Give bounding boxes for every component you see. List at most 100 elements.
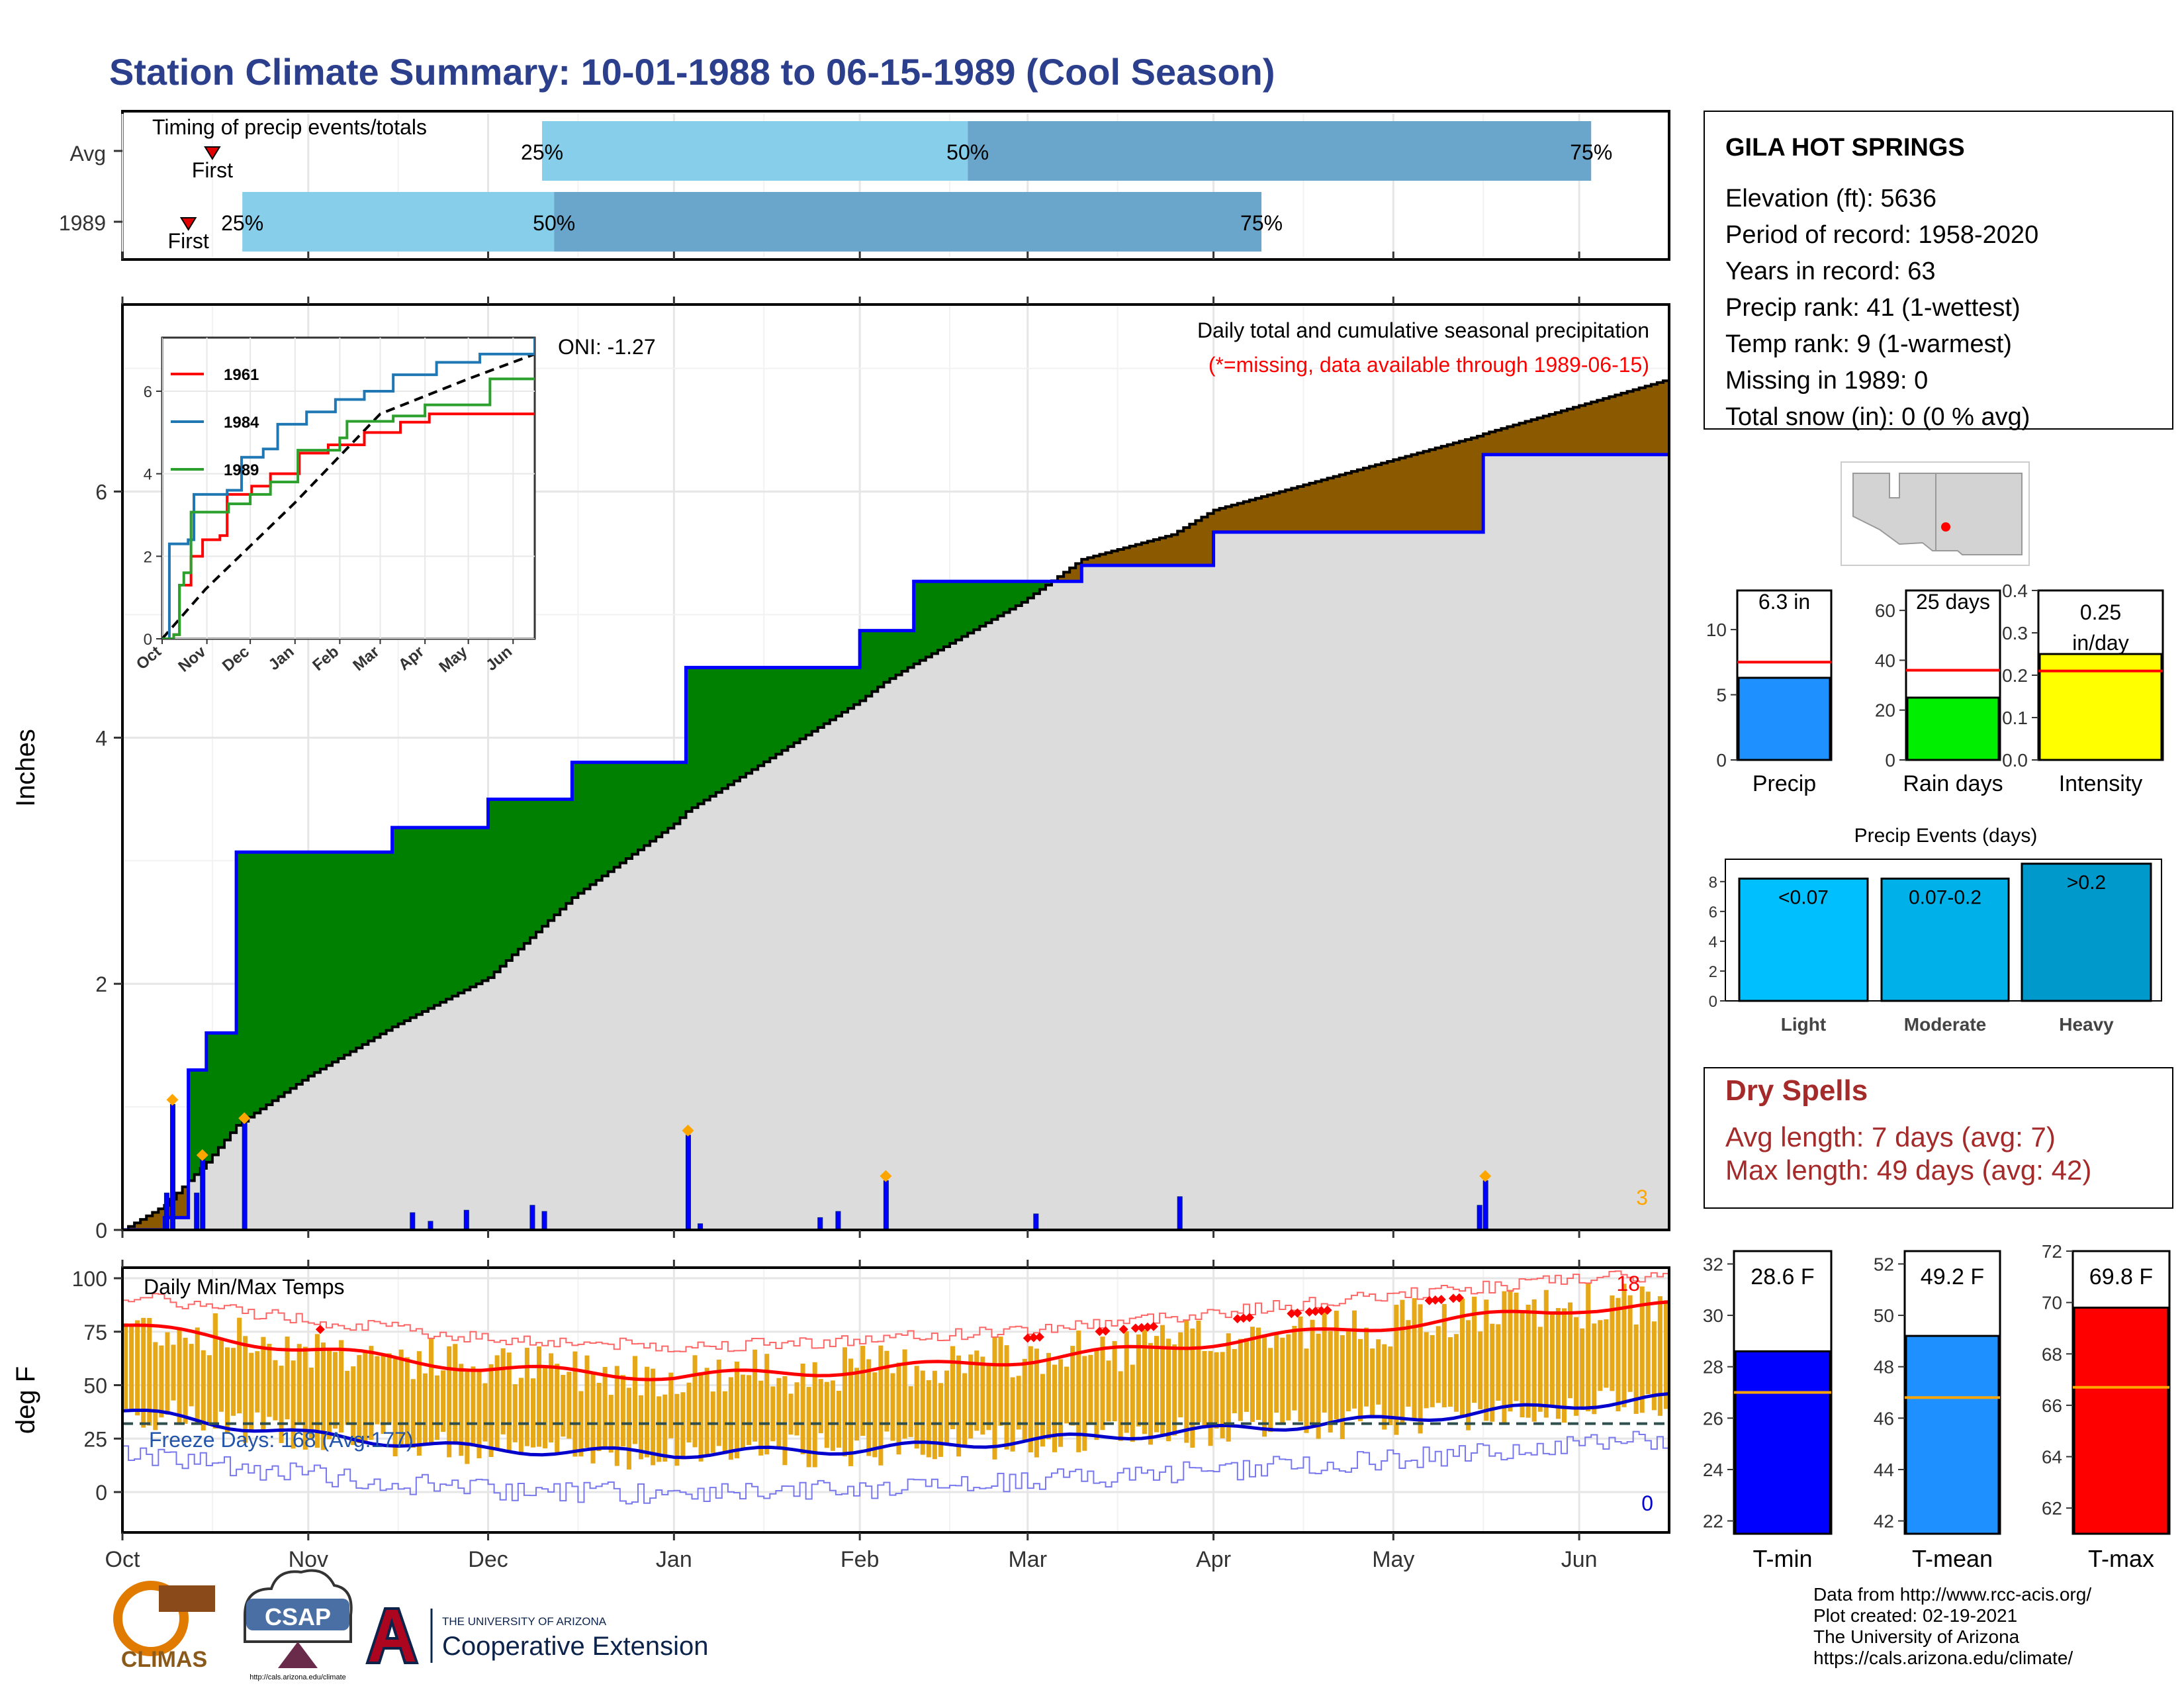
daily-temp-range-bar: [1586, 1283, 1591, 1412]
temp-bar-label: T-max: [2088, 1545, 2154, 1572]
daily-precip-bar: [541, 1211, 547, 1230]
daily-temp-range-bar: [567, 1372, 572, 1439]
daily-temp-range-bar: [1496, 1324, 1501, 1401]
daily-temp-range-bar: [1345, 1328, 1351, 1411]
daily-temp-range-bar: [1376, 1339, 1381, 1405]
daily-precip-bar: [1482, 1180, 1488, 1230]
daily-temp-range-bar: [1364, 1327, 1369, 1407]
daily-temp-range-bar: [632, 1356, 637, 1444]
daily-temp-range-bar: [1094, 1350, 1099, 1440]
precip-y-tick-label: 6: [95, 481, 107, 504]
csap-url: http://cals.arizona.edu/climate: [250, 1673, 346, 1681]
daily-temp-range-bar: [447, 1346, 452, 1458]
footer-line: The University of Arizona: [1813, 1626, 2020, 1647]
daily-temp-range-bar: [1154, 1336, 1160, 1432]
temp-bar-tick-label: 22: [1703, 1511, 1723, 1532]
heavy-event-marker: [880, 1170, 892, 1182]
small-bar-tick-label: 0.1: [2002, 708, 2028, 728]
climas-logo: CLIMAS: [113, 1581, 215, 1672]
daily-precip-bar: [1033, 1213, 1039, 1230]
daily-temp-range-bar: [1645, 1291, 1651, 1395]
daily-temp-range-bar: [159, 1345, 164, 1418]
daily-temp-range-bar: [357, 1355, 362, 1443]
daily-temp-range-bar: [1070, 1346, 1075, 1426]
daily-temp-range-bar: [1388, 1346, 1393, 1425]
daily-temp-range-bar: [902, 1349, 907, 1439]
daily-temp-range-bar: [291, 1360, 296, 1449]
event-bar: [1738, 877, 1869, 1002]
record-high-marker: [1316, 1306, 1326, 1316]
daily-temp-range-bar: [1549, 1313, 1555, 1406]
small-bar-tick-label: 0.4: [2002, 581, 2028, 601]
daily-temp-range-bar: [512, 1384, 518, 1442]
record-high-marker: [1454, 1293, 1464, 1303]
record-high-marker: [1023, 1333, 1032, 1343]
daily-temp-range-bar: [812, 1362, 817, 1468]
daily-temp-range-bar: [1214, 1352, 1219, 1429]
daily-temp-range-bar: [584, 1355, 590, 1448]
daily-temp-range-bar: [1244, 1338, 1249, 1412]
timing-p50-label: 50%: [946, 140, 989, 164]
daily-temp-range-bar: [1262, 1334, 1267, 1437]
missing-note: (*=missing, data available through 1989-…: [1208, 353, 1649, 377]
timing-bar-25-50: [242, 192, 555, 252]
daily-temp-range-bar: [249, 1352, 254, 1431]
daily-temp-range-bar: [1615, 1297, 1621, 1411]
precip-events-chart: Precip Events (days) 0 2 4 6 8 <0.07 Light 0.07…: [1709, 825, 2162, 1035]
daily-temp-range-bar: [1525, 1304, 1531, 1418]
ua-a-mark: [365, 1607, 419, 1664]
temp-value-bar: [2073, 1306, 2169, 1535]
temp-bar-tick-label: 24: [1703, 1460, 1723, 1480]
daily-temp-range-bar: [1514, 1292, 1519, 1401]
inset-y-tick-label: 0: [144, 631, 152, 649]
ua-coop-extension: Cooperative Extension: [442, 1632, 708, 1661]
inset-legend-label: 1984: [224, 414, 259, 432]
daily-temp-range-bar: [620, 1375, 625, 1447]
timing-p25-label: 25%: [221, 211, 263, 235]
daily-temp-range-bar: [747, 1375, 752, 1445]
timing-row-avg-label: Avg: [69, 142, 106, 165]
timing-p75-label: 75%: [1240, 211, 1283, 235]
daily-temp-range-bar: [1370, 1348, 1375, 1419]
daily-temp-range-bar: [884, 1350, 889, 1432]
daily-temp-range-bar: [1166, 1338, 1171, 1442]
small-bar-tick-label: 10: [1706, 620, 1727, 640]
daily-temp-range-bar: [1561, 1308, 1567, 1423]
precip-y-tick-label: 2: [95, 972, 107, 996]
record-high-marker: [1424, 1295, 1434, 1305]
daily-temp-range-bar: [1226, 1333, 1231, 1442]
ua-logo: THE UNIVERSITY OF ARIZONA Cooperative Ex…: [365, 1607, 708, 1664]
record-high-marker: [1322, 1305, 1332, 1315]
daily-temp-range-bar: [1118, 1371, 1123, 1441]
daily-precip-bar: [410, 1212, 416, 1230]
inset-y-tick-label: 2: [144, 548, 152, 566]
daily-temp-range-bar: [1088, 1354, 1093, 1423]
daily-temp-range-bar: [1490, 1323, 1495, 1422]
daily-precip-bar: [698, 1223, 704, 1230]
daily-temp-range-bar: [441, 1370, 446, 1432]
daily-temp-range-bar: [1058, 1359, 1064, 1447]
daily-precip-bar: [242, 1122, 248, 1230]
daily-temp-range-bar: [602, 1367, 608, 1447]
small-bar-tick-label: 5: [1716, 685, 1727, 706]
record-high-marker: [315, 1325, 325, 1335]
temp-value-label: 49.2 F: [1921, 1264, 1984, 1289]
daily-temp-range-bar: [1435, 1326, 1441, 1403]
events-title: Precip Events (days): [1854, 825, 2038, 847]
daily-temp-range-bar: [776, 1378, 782, 1447]
daily-temp-range-bar: [1651, 1321, 1657, 1411]
daily-precip-bar: [1177, 1196, 1183, 1230]
timing-row-1989-label: 1989: [59, 211, 106, 235]
daily-temp-range-bar: [734, 1361, 739, 1459]
daily-temp-range-bar: [1543, 1289, 1549, 1418]
month-label: Nov: [289, 1547, 328, 1572]
record-high-marker: [1149, 1321, 1158, 1331]
month-label: Dec: [468, 1547, 508, 1572]
temp-value-label: 28.6 F: [1751, 1264, 1814, 1289]
season-value-bar: [1737, 677, 1831, 761]
daily-temp-range-bar: [1184, 1320, 1189, 1443]
temp-bar-tick-label: 42: [1874, 1511, 1894, 1532]
daily-temp-range-bar: [788, 1393, 794, 1435]
daily-temp-range-bar: [243, 1336, 248, 1443]
daily-temp-range-bar: [1004, 1345, 1009, 1450]
